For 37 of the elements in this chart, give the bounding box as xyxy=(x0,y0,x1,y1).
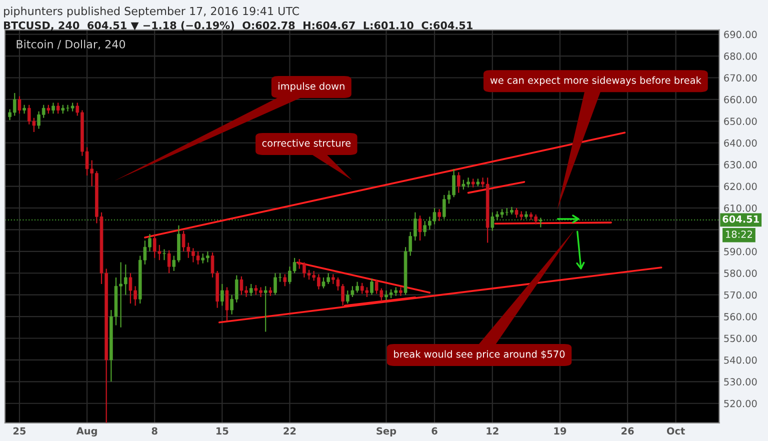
y-tick-label: 590.00 xyxy=(724,248,757,256)
x-tick-label: 15 xyxy=(216,427,228,435)
x-tick-label: 8 xyxy=(152,427,158,435)
y-tick-label: 540.00 xyxy=(724,356,757,364)
x-tick-label: 25 xyxy=(13,427,26,435)
y-tick-label: 630.00 xyxy=(724,161,757,168)
y-tick-label: 580.00 xyxy=(724,270,757,277)
y-tick-label: 690.00 xyxy=(724,30,757,38)
y-tick-label: 620.00 xyxy=(724,182,757,190)
annotation: impulse down xyxy=(278,82,344,92)
chart-subtitle: piphunters published September 17, 2016 19:41 UTC xyxy=(4,6,299,18)
y-tick-label: 680.00 xyxy=(724,52,757,60)
y-tick-label: 550.00 xyxy=(724,334,757,342)
y-tick-label: 660.00 xyxy=(724,96,757,104)
y-tick-label: 610.00 xyxy=(724,204,757,212)
x-tick-label: 19 xyxy=(554,427,566,435)
x-tick-label: 26 xyxy=(622,427,634,435)
y-tick-label: 650.00 xyxy=(724,118,757,125)
x-tick-label: 12 xyxy=(486,427,498,434)
y-tick-label: 670.00 xyxy=(724,74,757,82)
y-tick-label: 640.00 xyxy=(724,139,757,147)
ref-line-label: 604.51 xyxy=(722,215,759,223)
x-tick-label: Sep xyxy=(376,427,396,436)
x-tick-label: 22 xyxy=(284,427,296,434)
y-tick-label: 530.00 xyxy=(724,378,757,386)
annotation: corrective strcture xyxy=(262,139,351,147)
y-tick-label: 560.00 xyxy=(724,313,757,320)
x-tick-label: Aug xyxy=(76,427,97,436)
annotation: Bitcoin / Dollar, 240 xyxy=(16,40,126,50)
text: 18:22 xyxy=(726,230,752,238)
y-tick-label: 520.00 xyxy=(724,400,757,408)
annotation: break would see price around $570 xyxy=(394,350,565,360)
annotation: we can expect more sideways before break xyxy=(490,76,702,86)
y-tick-label: 570.00 xyxy=(724,291,757,299)
chart-title: BTCUSD, 240 604.51 ▼ −1.18 (−0.19%) O:602.78 H:604.67 L:601.10 C:604.51 xyxy=(4,21,472,31)
x-tick-label: 6 xyxy=(432,427,438,435)
x-tick-label: Oct xyxy=(666,427,685,435)
